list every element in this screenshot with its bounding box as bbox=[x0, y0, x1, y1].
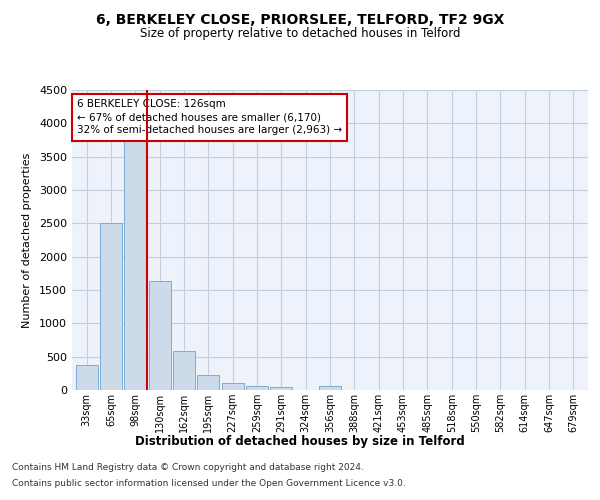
Text: 6, BERKELEY CLOSE, PRIORSLEE, TELFORD, TF2 9GX: 6, BERKELEY CLOSE, PRIORSLEE, TELFORD, T… bbox=[96, 12, 504, 26]
Bar bbox=[149, 280, 170, 390]
Bar bbox=[124, 140, 146, 390]
Text: 6 BERKELEY CLOSE: 126sqm
← 67% of detached houses are smaller (6,170)
32% of sem: 6 BERKELEY CLOSE: 126sqm ← 67% of detach… bbox=[77, 99, 342, 136]
Bar bbox=[100, 224, 122, 390]
Text: Size of property relative to detached houses in Telford: Size of property relative to detached ho… bbox=[140, 28, 460, 40]
Bar bbox=[197, 376, 219, 390]
Y-axis label: Number of detached properties: Number of detached properties bbox=[22, 152, 32, 328]
Text: Contains HM Land Registry data © Crown copyright and database right 2024.: Contains HM Land Registry data © Crown c… bbox=[12, 464, 364, 472]
Bar bbox=[221, 383, 244, 390]
Bar bbox=[271, 388, 292, 390]
Bar bbox=[319, 386, 341, 390]
Text: Distribution of detached houses by size in Telford: Distribution of detached houses by size … bbox=[135, 435, 465, 448]
Bar bbox=[76, 366, 98, 390]
Text: Contains public sector information licensed under the Open Government Licence v3: Contains public sector information licen… bbox=[12, 478, 406, 488]
Bar bbox=[246, 386, 268, 390]
Bar bbox=[173, 350, 195, 390]
